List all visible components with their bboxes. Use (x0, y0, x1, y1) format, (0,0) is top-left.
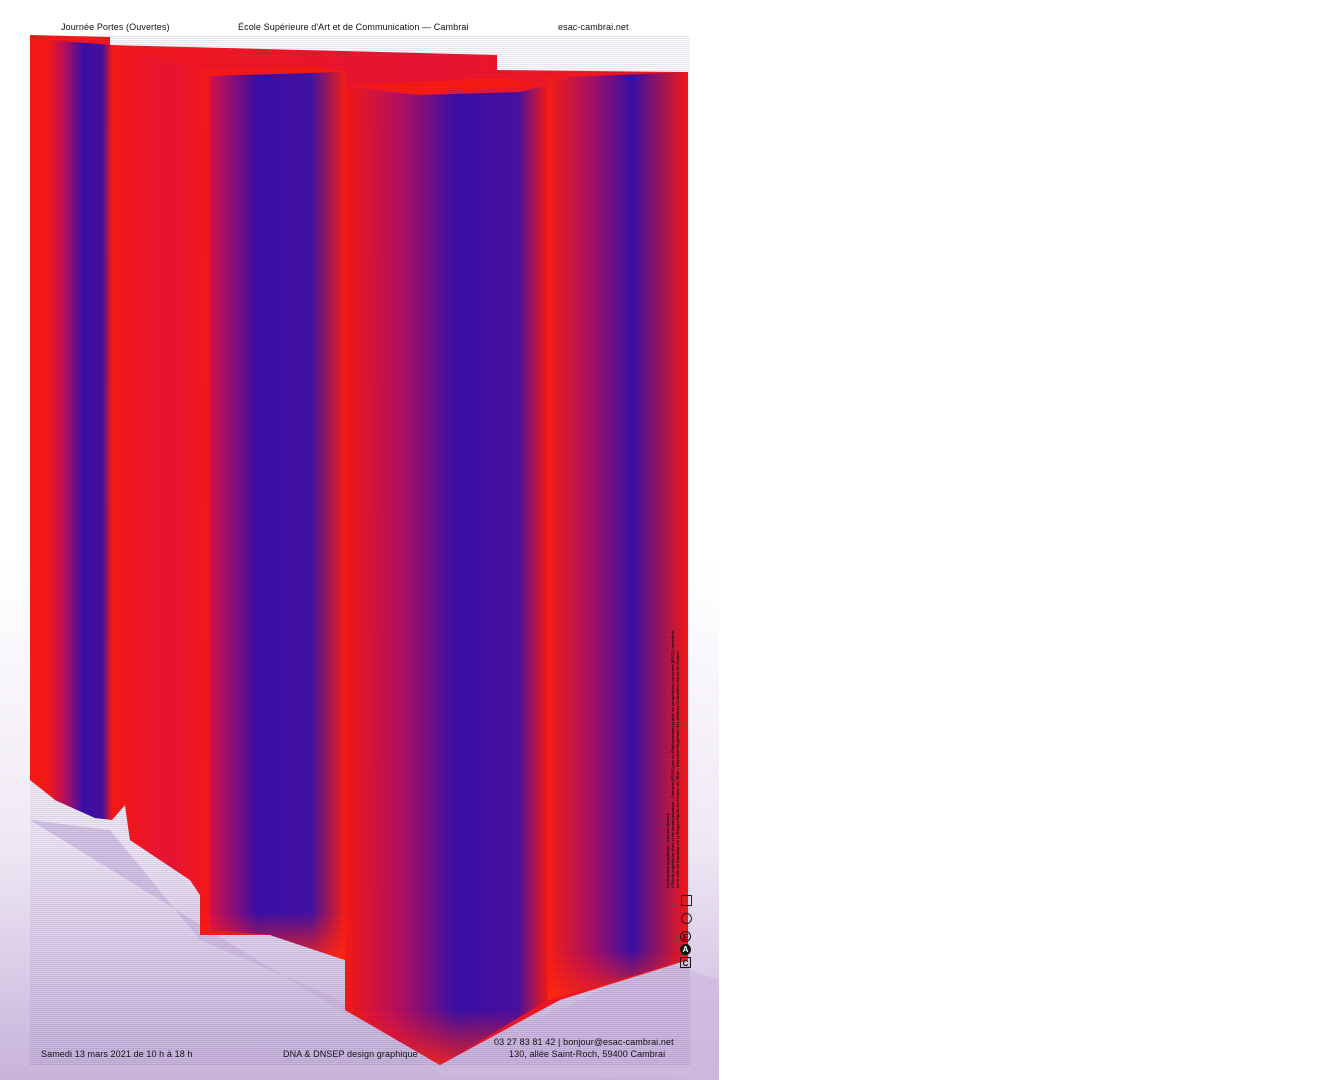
event-date: Samedi 13 mars 2021 de 10 h à 18 h (41, 1049, 193, 1059)
region-logo-icon: ▪ (681, 895, 692, 906)
artwork-sculpture (0, 35, 719, 1080)
address: 130, allée Saint-Roch, 59400 Cambrai (509, 1049, 666, 1059)
credits-line-partners: de la ville de Cambrai, de la Région Hau… (675, 650, 680, 888)
city-logo-icon: ◦ (681, 913, 692, 924)
partner-logos: ▪ ◦ E A C (680, 895, 696, 970)
contact-info: 03 27 83 81 42 | bonjour@esac-cambrai.ne… (494, 1037, 674, 1047)
credits-block: Conception graphique : Antoine Demey L'É… (665, 631, 680, 888)
poster: Journée Portes (Ouvertes) École Supérieu… (0, 22, 719, 1080)
esac-logo-e: E (680, 931, 691, 942)
event-title: Journée Portes (Ouvertes) (61, 22, 170, 32)
school-name: École Supérieure d'Art et de Communicati… (238, 22, 469, 32)
esac-logo-c: C (680, 957, 691, 968)
website-link[interactable]: esac-cambrai.net (558, 22, 629, 32)
esac-logo-a: A (680, 944, 691, 955)
program-name: DNA & DNSEP design graphique (283, 1049, 418, 1059)
